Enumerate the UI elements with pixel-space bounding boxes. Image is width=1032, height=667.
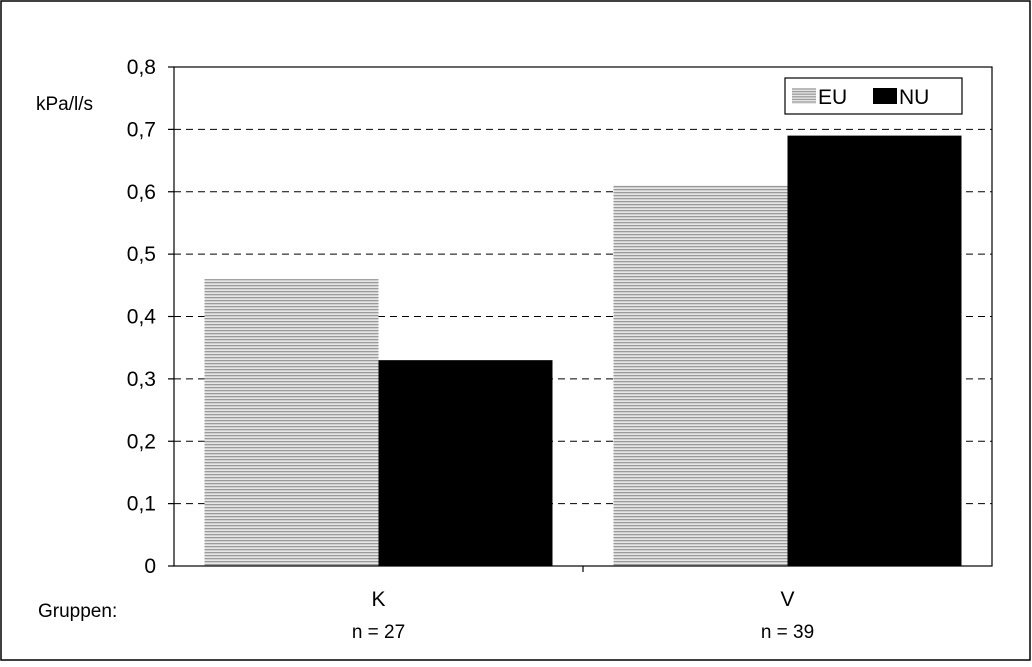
y-tick-label: 0,5 xyxy=(127,243,156,266)
bar-nu-k xyxy=(378,360,553,566)
legend-label-eu: EU xyxy=(818,86,847,109)
y-tick-label: 0,7 xyxy=(127,118,156,141)
y-axis-ticks: 0 0,1 0,2 0,3 0,4 0,5 0,6 0,7 0,8 xyxy=(127,56,174,578)
y-tick-label: 0,8 xyxy=(127,56,156,79)
x-axis-labels: Kn = 27 Vn = 39 xyxy=(352,566,814,643)
y-tick-label: 0,2 xyxy=(127,430,156,453)
x-category-count: n = 39 xyxy=(761,622,814,643)
y-tick-label: 0,4 xyxy=(127,306,157,329)
legend-label-nu: NU xyxy=(899,86,929,109)
y-tick-label: 0,1 xyxy=(127,493,156,516)
y-tick-label: 0,6 xyxy=(127,181,156,204)
x-category-label: K xyxy=(371,588,385,611)
legend-swatch-eu xyxy=(792,88,816,104)
y-tick-label: 0 xyxy=(144,555,156,578)
bar-eu-v xyxy=(613,185,788,566)
bars xyxy=(204,135,962,567)
x-axis-prefix: Gruppen: xyxy=(38,601,117,622)
bar-eu-k xyxy=(204,279,379,566)
legend: EU NU xyxy=(784,77,963,115)
legend-swatch-nu xyxy=(873,88,897,104)
x-category-label: V xyxy=(780,588,794,611)
bar-nu-v xyxy=(787,135,962,567)
y-tick-label: 0,3 xyxy=(127,368,156,391)
x-category-count: n = 27 xyxy=(352,622,405,643)
y-axis-label: kPa/l/s xyxy=(36,94,93,115)
